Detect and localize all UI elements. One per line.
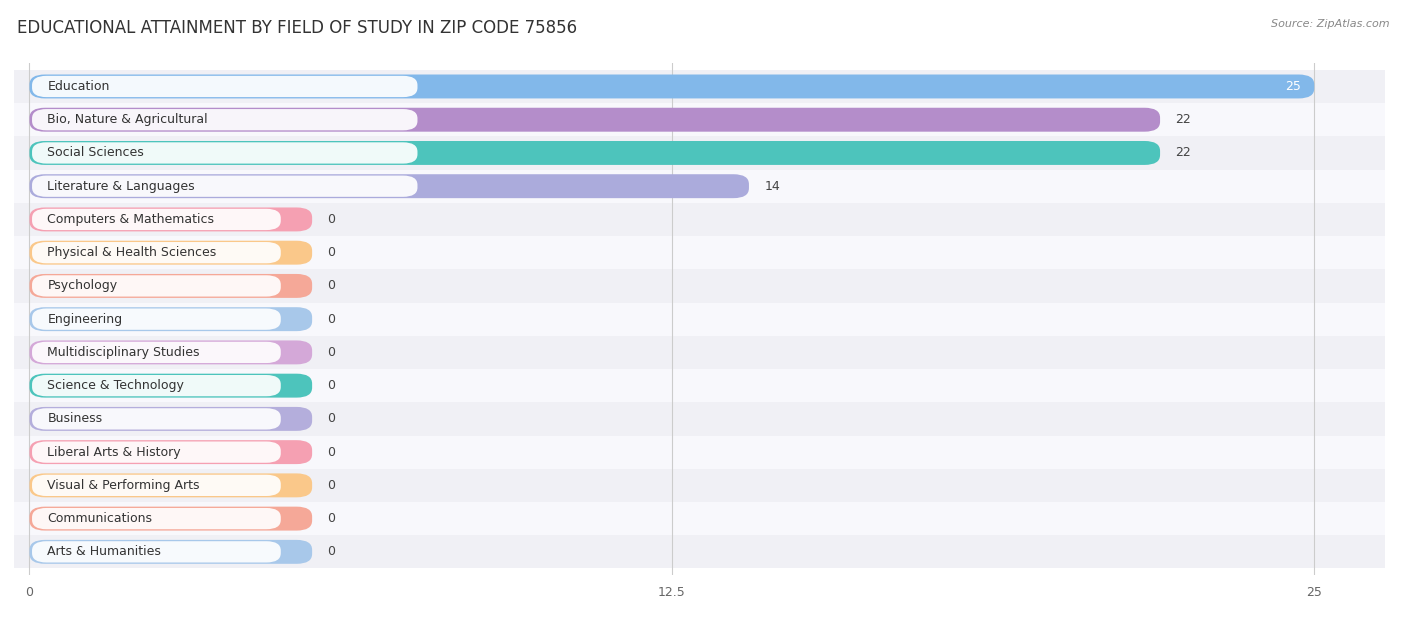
FancyBboxPatch shape: [30, 307, 312, 331]
FancyBboxPatch shape: [30, 75, 1315, 99]
Text: 22: 22: [1175, 147, 1191, 159]
Text: 0: 0: [328, 413, 336, 425]
Text: Science & Technology: Science & Technology: [48, 379, 184, 392]
FancyBboxPatch shape: [4, 137, 1392, 169]
Text: Multidisciplinary Studies: Multidisciplinary Studies: [48, 346, 200, 359]
FancyBboxPatch shape: [32, 142, 418, 164]
FancyBboxPatch shape: [4, 103, 1392, 137]
FancyBboxPatch shape: [32, 209, 281, 230]
Text: Computers & Mathematics: Computers & Mathematics: [48, 213, 215, 226]
FancyBboxPatch shape: [4, 336, 1392, 369]
FancyBboxPatch shape: [32, 541, 281, 562]
Text: Visual & Performing Arts: Visual & Performing Arts: [48, 479, 200, 492]
FancyBboxPatch shape: [30, 241, 312, 265]
Text: 25: 25: [1285, 80, 1302, 93]
FancyBboxPatch shape: [32, 475, 281, 496]
FancyBboxPatch shape: [32, 342, 281, 363]
FancyBboxPatch shape: [4, 269, 1392, 303]
FancyBboxPatch shape: [32, 442, 281, 463]
FancyBboxPatch shape: [4, 203, 1392, 236]
FancyBboxPatch shape: [4, 402, 1392, 435]
Text: 0: 0: [328, 213, 336, 226]
FancyBboxPatch shape: [4, 369, 1392, 402]
Text: 0: 0: [328, 479, 336, 492]
Text: Bio, Nature & Agricultural: Bio, Nature & Agricultural: [48, 113, 208, 126]
Text: EDUCATIONAL ATTAINMENT BY FIELD OF STUDY IN ZIP CODE 75856: EDUCATIONAL ATTAINMENT BY FIELD OF STUDY…: [17, 19, 576, 37]
Text: Psychology: Psychology: [48, 279, 118, 293]
Text: Physical & Health Sciences: Physical & Health Sciences: [48, 246, 217, 259]
FancyBboxPatch shape: [30, 507, 312, 531]
FancyBboxPatch shape: [30, 207, 312, 231]
FancyBboxPatch shape: [30, 440, 312, 464]
Text: 0: 0: [328, 246, 336, 259]
FancyBboxPatch shape: [32, 76, 418, 97]
Text: 0: 0: [328, 279, 336, 293]
Text: Literature & Languages: Literature & Languages: [48, 179, 195, 193]
Text: Engineering: Engineering: [48, 313, 122, 325]
FancyBboxPatch shape: [32, 408, 281, 430]
Text: 22: 22: [1175, 113, 1191, 126]
FancyBboxPatch shape: [4, 169, 1392, 203]
Text: Source: ZipAtlas.com: Source: ZipAtlas.com: [1271, 19, 1389, 29]
FancyBboxPatch shape: [32, 276, 281, 296]
FancyBboxPatch shape: [32, 242, 281, 264]
Text: Liberal Arts & History: Liberal Arts & History: [48, 446, 181, 459]
Text: Business: Business: [48, 413, 103, 425]
Text: 0: 0: [328, 512, 336, 525]
Text: Arts & Humanities: Arts & Humanities: [48, 545, 162, 558]
Text: 14: 14: [765, 179, 780, 193]
FancyBboxPatch shape: [32, 375, 281, 396]
Text: 0: 0: [328, 313, 336, 325]
Text: Education: Education: [48, 80, 110, 93]
FancyBboxPatch shape: [30, 107, 1160, 131]
FancyBboxPatch shape: [4, 469, 1392, 502]
FancyBboxPatch shape: [32, 508, 281, 529]
Text: 0: 0: [328, 346, 336, 359]
FancyBboxPatch shape: [4, 435, 1392, 469]
Text: 0: 0: [328, 545, 336, 558]
FancyBboxPatch shape: [30, 374, 312, 398]
FancyBboxPatch shape: [4, 502, 1392, 535]
FancyBboxPatch shape: [30, 341, 312, 365]
FancyBboxPatch shape: [30, 473, 312, 497]
FancyBboxPatch shape: [30, 540, 312, 564]
FancyBboxPatch shape: [32, 176, 418, 197]
FancyBboxPatch shape: [30, 141, 1160, 165]
FancyBboxPatch shape: [32, 109, 418, 130]
FancyBboxPatch shape: [4, 303, 1392, 336]
FancyBboxPatch shape: [4, 236, 1392, 269]
Text: 0: 0: [328, 379, 336, 392]
Text: 0: 0: [328, 446, 336, 459]
Text: Social Sciences: Social Sciences: [48, 147, 145, 159]
FancyBboxPatch shape: [4, 70, 1392, 103]
FancyBboxPatch shape: [4, 535, 1392, 568]
FancyBboxPatch shape: [30, 407, 312, 431]
FancyBboxPatch shape: [32, 308, 281, 330]
Text: Communications: Communications: [48, 512, 152, 525]
FancyBboxPatch shape: [30, 274, 312, 298]
FancyBboxPatch shape: [30, 174, 749, 198]
